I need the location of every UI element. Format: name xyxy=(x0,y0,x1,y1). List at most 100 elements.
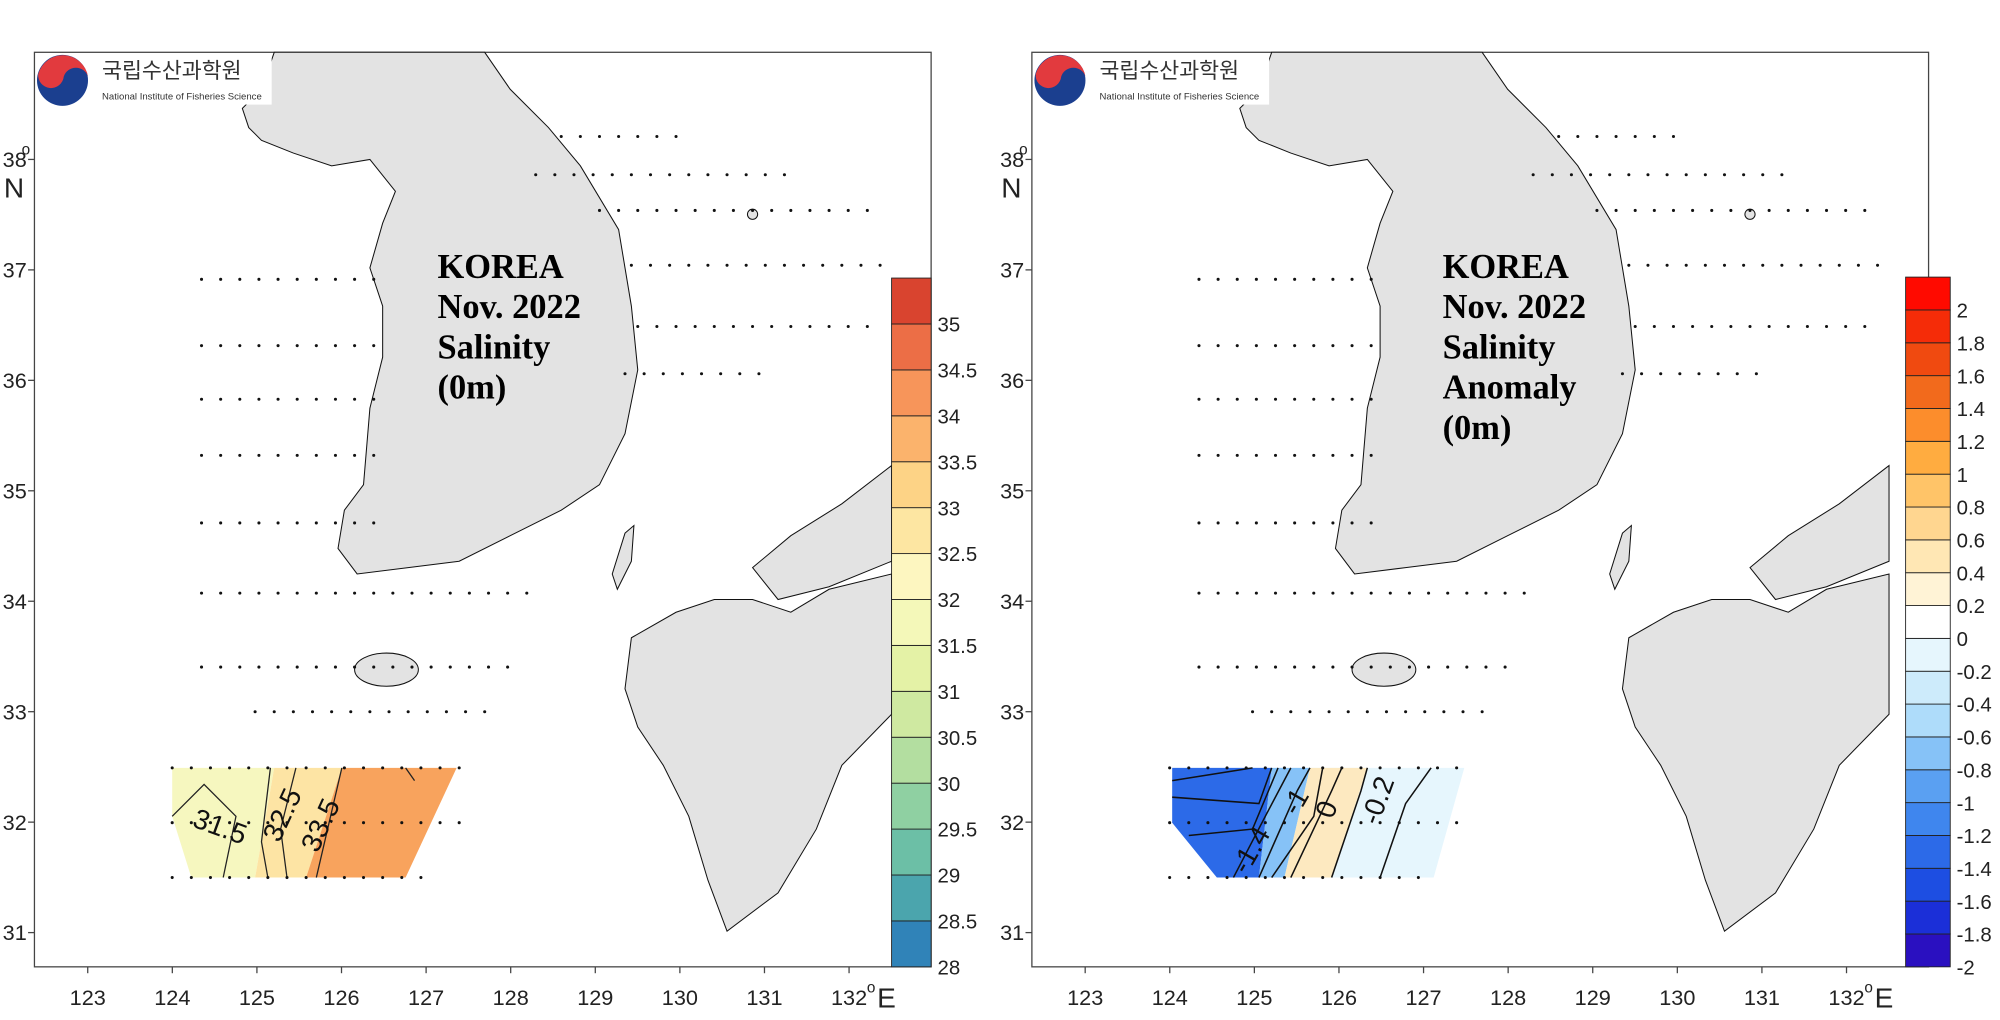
map-title: Salinity xyxy=(1443,328,1556,366)
station xyxy=(272,710,276,714)
station xyxy=(751,208,755,212)
station xyxy=(1614,208,1618,212)
station xyxy=(712,208,716,212)
station xyxy=(372,665,376,669)
station xyxy=(349,710,353,714)
station xyxy=(617,134,621,139)
lat-tick-label: 37 xyxy=(3,258,27,283)
station xyxy=(1748,324,1752,329)
station xyxy=(827,324,831,329)
station xyxy=(257,344,261,348)
colorbar-label: 0.2 xyxy=(1957,596,1985,618)
station xyxy=(1557,134,1561,139)
station xyxy=(295,453,299,457)
logo-korean: 국립수산과학원 xyxy=(1099,58,1239,83)
station xyxy=(674,324,678,329)
station xyxy=(238,521,242,525)
station xyxy=(808,324,812,329)
station xyxy=(483,710,487,714)
lat-tick-label: 35 xyxy=(3,478,27,503)
lat-tick-label: 34 xyxy=(1000,589,1024,614)
colorbar-box xyxy=(891,828,932,876)
colorbar-label: -2 xyxy=(1957,957,1975,979)
colorbar-label: 1.8 xyxy=(1957,333,1985,355)
station xyxy=(1225,876,1229,880)
station xyxy=(228,766,232,770)
colorbar-label: 0.6 xyxy=(1957,531,1985,553)
station xyxy=(808,208,812,212)
map-title: Salinity xyxy=(438,328,551,366)
station xyxy=(1273,344,1278,348)
station xyxy=(208,876,212,880)
station xyxy=(457,821,461,825)
station xyxy=(189,766,193,770)
station xyxy=(208,821,212,825)
station xyxy=(1254,521,1258,525)
station xyxy=(266,821,270,825)
colorbar-box xyxy=(1905,900,1951,935)
station xyxy=(410,665,414,669)
station xyxy=(1378,876,1382,880)
station xyxy=(314,521,318,525)
station xyxy=(333,665,337,669)
station xyxy=(438,821,442,825)
colorbar-box xyxy=(1905,637,1951,672)
colorbar-box xyxy=(1905,736,1951,771)
station xyxy=(1404,710,1408,714)
station xyxy=(693,208,697,212)
station xyxy=(314,277,318,281)
station xyxy=(238,397,242,401)
station xyxy=(1254,397,1258,401)
station xyxy=(1293,665,1297,669)
colorbar-label: 0.4 xyxy=(1957,563,1985,585)
station xyxy=(1331,344,1335,348)
station xyxy=(865,324,869,329)
lat-tick-label: 35 xyxy=(1000,478,1024,503)
station xyxy=(238,344,242,348)
station xyxy=(199,453,204,457)
station xyxy=(314,344,318,348)
station xyxy=(1293,397,1297,401)
lat-tick-label: 32 xyxy=(3,810,27,835)
colorbar-box xyxy=(891,507,932,555)
station xyxy=(1206,821,1210,825)
station xyxy=(238,591,242,595)
station xyxy=(381,766,385,770)
station xyxy=(763,173,767,177)
colorbar-label: -0.4 xyxy=(1957,695,1992,717)
station xyxy=(219,397,223,401)
colorbar-label: 30 xyxy=(937,774,960,796)
station xyxy=(1197,453,1201,457)
lon-tick-label: 132 xyxy=(1828,985,1864,1010)
station xyxy=(314,591,318,595)
station xyxy=(438,766,442,770)
station xyxy=(1416,766,1420,770)
station xyxy=(1697,372,1701,376)
station xyxy=(1646,263,1650,267)
station xyxy=(1844,208,1848,212)
station xyxy=(429,591,433,595)
station xyxy=(314,453,318,457)
station xyxy=(353,344,357,348)
station xyxy=(846,324,850,329)
station xyxy=(1235,665,1239,669)
station xyxy=(1216,397,1220,401)
station xyxy=(1786,324,1790,329)
station xyxy=(1388,591,1392,595)
station xyxy=(1273,397,1278,401)
station xyxy=(361,876,366,880)
station xyxy=(1197,521,1201,525)
station xyxy=(304,821,308,825)
station xyxy=(648,173,653,177)
station xyxy=(1640,372,1644,376)
station xyxy=(467,591,471,595)
colorbar-box xyxy=(891,369,932,417)
station xyxy=(687,173,691,177)
station xyxy=(276,453,280,457)
station xyxy=(782,263,786,267)
station xyxy=(353,521,357,525)
station xyxy=(642,372,646,376)
station xyxy=(706,263,710,267)
station xyxy=(1331,521,1335,525)
station xyxy=(1837,263,1841,267)
